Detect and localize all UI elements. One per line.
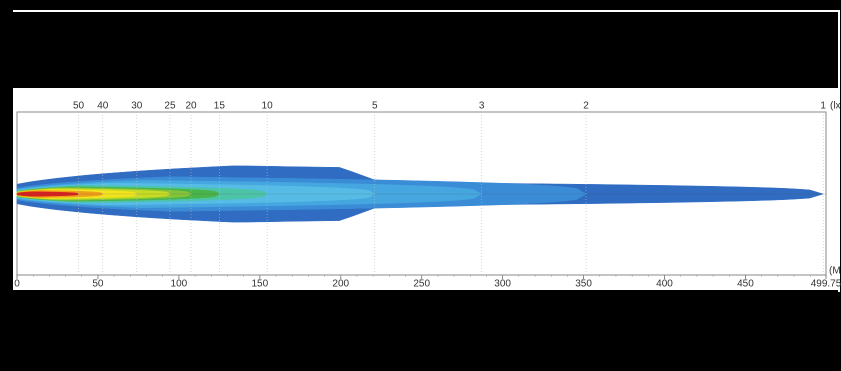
x-tick-label: 400: [656, 279, 673, 290]
lux-tick-label: 3: [479, 101, 485, 112]
x-tick-label: 100: [171, 279, 188, 290]
x-tick-label: 350: [575, 279, 592, 290]
lux-tick-label: 50: [73, 101, 85, 112]
redaction-bottom: [13, 290, 838, 371]
lux-tick-label: 15: [214, 101, 226, 112]
lux-tick-label: 5: [372, 101, 378, 112]
x-tick-label: 0: [14, 279, 20, 290]
x-tick-label: 499.75: [811, 279, 841, 290]
lux-tick-label: 10: [262, 101, 274, 112]
lux-tick-label: 30: [131, 101, 143, 112]
top-axis-label: (lx: [830, 101, 841, 112]
x-tick-label: 150: [251, 279, 268, 290]
lux-tick-label: 40: [97, 101, 109, 112]
lux-tick-label: 1: [820, 101, 826, 112]
lux-tick-label: 25: [164, 101, 176, 112]
x-tick-label: 450: [737, 279, 754, 290]
lux-tick-label: 20: [185, 101, 197, 112]
plot-area: [16, 112, 826, 275]
x-axis-label: (M: [829, 266, 841, 277]
lux-tick-label: 2: [583, 101, 589, 112]
x-tick-label: 50: [92, 279, 104, 290]
x-tick-label: 300: [494, 279, 511, 290]
x-tick-label: 250: [413, 279, 430, 290]
redaction-top: [13, 12, 838, 88]
x-tick-label: 200: [332, 279, 349, 290]
